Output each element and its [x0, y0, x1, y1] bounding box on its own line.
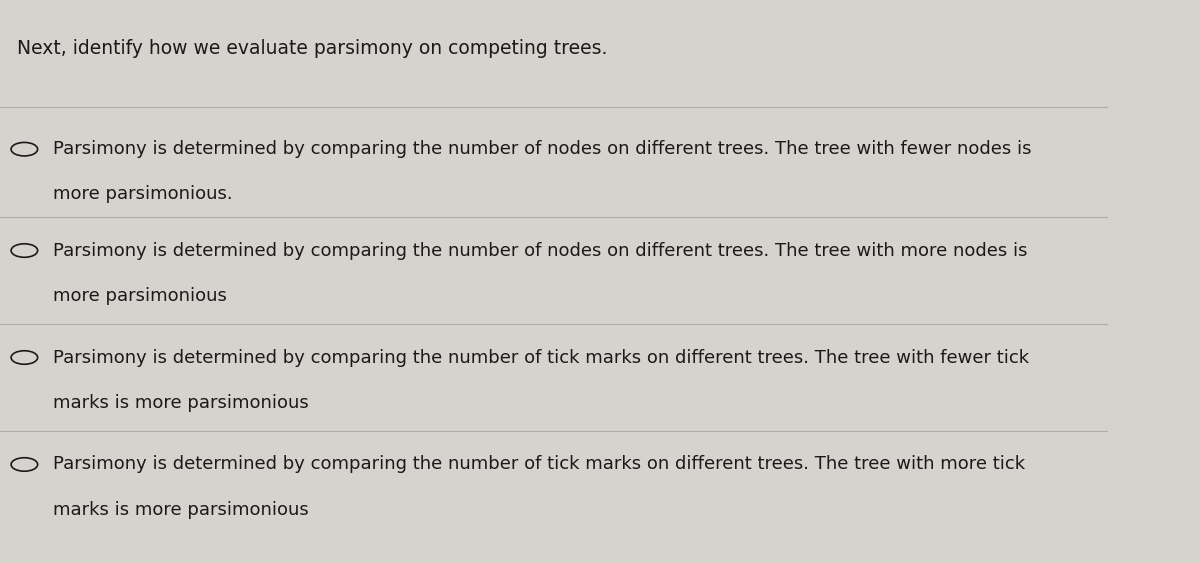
Text: marks is more parsimonious: marks is more parsimonious — [53, 394, 308, 412]
Text: Parsimony is determined by comparing the number of tick marks on different trees: Parsimony is determined by comparing the… — [53, 348, 1030, 367]
Text: Parsimony is determined by comparing the number of nodes on different trees. The: Parsimony is determined by comparing the… — [53, 140, 1032, 158]
Text: marks is more parsimonious: marks is more parsimonious — [53, 501, 308, 519]
Text: more parsimonious: more parsimonious — [53, 287, 227, 305]
Text: Next, identify how we evaluate parsimony on competing trees.: Next, identify how we evaluate parsimony… — [17, 39, 607, 59]
Text: more parsimonious.: more parsimonious. — [53, 185, 233, 203]
Text: Parsimony is determined by comparing the number of nodes on different trees. The: Parsimony is determined by comparing the… — [53, 242, 1027, 260]
Text: Parsimony is determined by comparing the number of tick marks on different trees: Parsimony is determined by comparing the… — [53, 455, 1025, 473]
